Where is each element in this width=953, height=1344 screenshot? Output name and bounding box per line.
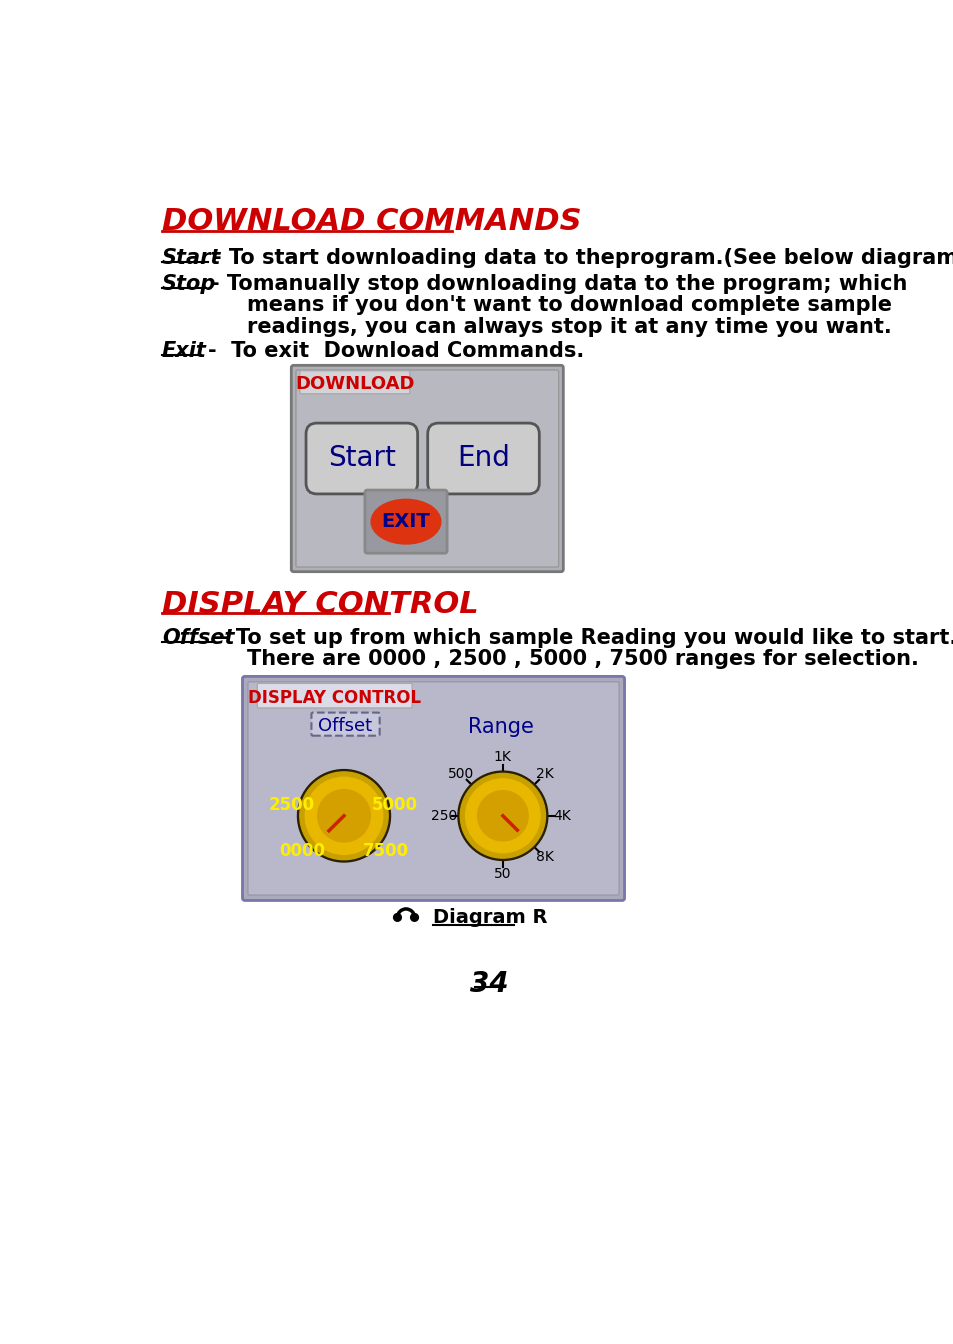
Text: Start: Start — [162, 247, 221, 267]
Text: 2K: 2K — [535, 767, 553, 781]
Text: Exit: Exit — [162, 341, 207, 362]
Text: Stop: Stop — [162, 274, 216, 294]
FancyBboxPatch shape — [427, 423, 538, 495]
Circle shape — [297, 770, 390, 862]
Text: - To start downloading data to theprogram.(See below diagram): - To start downloading data to theprogra… — [213, 247, 953, 267]
FancyBboxPatch shape — [311, 712, 379, 735]
Text: Diagram R: Diagram R — [433, 909, 547, 927]
Text: There are 0000 , 2500 , 5000 , 7500 ranges for selection.: There are 0000 , 2500 , 5000 , 7500 rang… — [247, 649, 918, 669]
FancyBboxPatch shape — [365, 491, 447, 554]
Circle shape — [459, 773, 545, 857]
Text: 250: 250 — [431, 809, 456, 823]
Text: 1K: 1K — [494, 750, 511, 765]
Text: 34: 34 — [469, 970, 508, 997]
Circle shape — [305, 777, 382, 855]
Text: 7500: 7500 — [362, 843, 409, 860]
Circle shape — [457, 771, 547, 860]
FancyBboxPatch shape — [242, 676, 624, 900]
FancyBboxPatch shape — [306, 423, 417, 495]
Text: DISPLAY CONTROL: DISPLAY CONTROL — [248, 688, 421, 707]
Text: 4K: 4K — [553, 809, 570, 823]
Text: Start: Start — [328, 445, 395, 473]
Text: 500: 500 — [448, 767, 474, 781]
Text: means if you don't want to download complete sample: means if you don't want to download comp… — [247, 296, 891, 316]
Text: End: End — [456, 445, 510, 473]
Circle shape — [477, 790, 528, 841]
Text: - Tomanually stop downloading data to the program; which: - Tomanually stop downloading data to th… — [212, 274, 907, 294]
Circle shape — [394, 914, 401, 921]
FancyBboxPatch shape — [248, 681, 618, 895]
FancyBboxPatch shape — [299, 371, 410, 394]
Text: readings, you can always stop it at any time you want.: readings, you can always stop it at any … — [247, 317, 891, 337]
FancyBboxPatch shape — [291, 366, 562, 571]
Text: DOWNLOAD: DOWNLOAD — [294, 375, 415, 394]
FancyBboxPatch shape — [295, 370, 558, 567]
Text: DISPLAY CONTROL: DISPLAY CONTROL — [162, 590, 478, 620]
Text: 0000: 0000 — [279, 843, 325, 860]
Circle shape — [465, 778, 539, 852]
FancyBboxPatch shape — [257, 683, 412, 708]
Text: Offset: Offset — [162, 628, 234, 648]
Text: 2500: 2500 — [268, 796, 314, 814]
Text: - To set up from which sample Reading you would like to start.: - To set up from which sample Reading yo… — [220, 628, 953, 648]
Text: DOWNLOAD COMMANDS: DOWNLOAD COMMANDS — [162, 207, 581, 237]
Text: Offset: Offset — [318, 718, 373, 735]
Text: Range: Range — [467, 718, 533, 738]
Text: EXIT: EXIT — [381, 512, 430, 531]
Circle shape — [317, 790, 370, 841]
Circle shape — [410, 914, 418, 921]
Text: 8K: 8K — [535, 851, 553, 864]
Text: 5000: 5000 — [372, 796, 417, 814]
Text: -  To exit  Download Commands.: - To exit Download Commands. — [208, 341, 583, 362]
Ellipse shape — [371, 500, 440, 544]
Circle shape — [299, 771, 388, 860]
Text: 50: 50 — [494, 867, 511, 882]
